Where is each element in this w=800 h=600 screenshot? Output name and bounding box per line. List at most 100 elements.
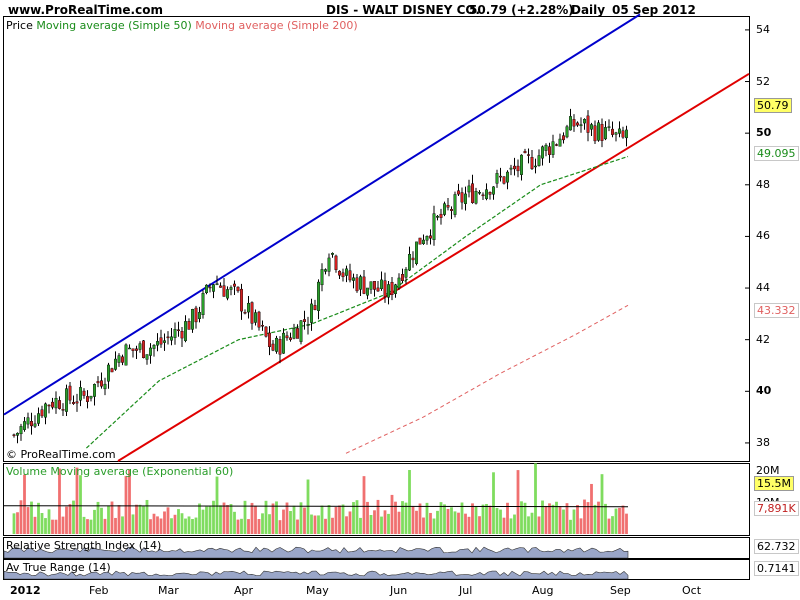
volume-bar: [576, 505, 579, 534]
volume-bar: [33, 516, 37, 534]
volume-bar: [117, 505, 121, 534]
candle-body: [544, 144, 548, 151]
ma200-tag: 43.332: [754, 303, 799, 318]
volume-bar: [40, 513, 44, 534]
volume-bar: [107, 505, 110, 534]
candle-body: [261, 325, 265, 327]
volume-bar: [296, 519, 299, 534]
volume-bar: [156, 516, 159, 534]
volume-bar: [54, 519, 58, 534]
volume-bar: [100, 507, 103, 534]
candle-body: [366, 287, 370, 296]
volume-bar: [275, 501, 278, 534]
candle-body: [334, 255, 338, 270]
volume-bar: [593, 504, 597, 534]
volume-bar: [243, 500, 247, 534]
volume-bar: [506, 502, 509, 534]
volume-bar: [432, 518, 436, 534]
volume-bar: [478, 516, 481, 534]
volume-bar: [471, 503, 474, 534]
candle-body: [520, 154, 524, 175]
candle-body: [481, 194, 485, 197]
period-label: Daily: [571, 3, 606, 17]
candle-body: [23, 421, 27, 430]
volume-tick-20m: 20M: [756, 464, 780, 477]
candle-body: [429, 235, 433, 239]
volume-bar: [527, 516, 530, 534]
volume-bar: [75, 467, 79, 534]
volume-bar: [394, 501, 397, 534]
candle-body: [611, 128, 615, 135]
candle-body: [145, 354, 149, 360]
candle-body: [180, 331, 184, 339]
price-panel[interactable]: [3, 16, 750, 462]
volume-bar: [464, 513, 467, 534]
candle-body: [225, 289, 229, 299]
candle-body: [58, 400, 62, 409]
candle-body: [621, 130, 625, 138]
volume-bar: [44, 518, 47, 534]
price-tick-46: 46: [756, 229, 770, 243]
volume-bar: [327, 505, 331, 534]
candle-body: [197, 312, 201, 319]
chart-title: DIS - WALT DISNEY CO.: [326, 3, 480, 17]
volume-bar: [457, 512, 460, 534]
volume-bar: [380, 516, 383, 534]
candle-body: [453, 194, 457, 215]
atr-tag: 0.7141: [754, 561, 799, 576]
candle-body: [155, 341, 159, 346]
candle-body: [103, 383, 107, 390]
volume-bar: [397, 511, 401, 534]
candle-body: [190, 309, 194, 330]
volume-bar: [247, 519, 250, 534]
volume-bar: [523, 502, 527, 534]
candle-body: [253, 312, 257, 323]
candle-body: [425, 236, 429, 241]
candle-body: [446, 205, 450, 208]
candle-body: [68, 385, 72, 401]
candle-body: [401, 274, 405, 281]
volume-bar: [135, 504, 138, 534]
candle-body: [495, 173, 499, 184]
candle-body: [264, 326, 268, 337]
volume-bar: [548, 503, 551, 534]
volume-bar: [600, 474, 604, 534]
candle-body: [204, 284, 208, 294]
candle-body: [534, 165, 538, 168]
candle-body: [296, 328, 300, 339]
candle-body: [92, 384, 96, 397]
candle-body: [275, 337, 279, 352]
candle-body: [457, 190, 461, 195]
volume-bar: [509, 518, 513, 534]
x-month-jun: Jun: [390, 584, 408, 597]
candle-body: [194, 307, 198, 323]
candle-body: [89, 395, 93, 399]
volume-bar: [128, 469, 131, 534]
volume-bar: [110, 501, 114, 534]
volume-bar: [180, 513, 184, 534]
candle-body: [71, 401, 75, 404]
volume-bar: [376, 499, 380, 534]
candle-body: [120, 356, 124, 363]
candle-body: [579, 124, 583, 127]
candle-body: [387, 284, 391, 298]
candle-body: [348, 270, 352, 281]
candle-body: [282, 332, 286, 354]
candle-body: [383, 280, 387, 297]
candle-body: [373, 281, 377, 290]
price-tick-38: 38: [756, 435, 770, 449]
volume-bar: [184, 518, 187, 534]
x-month-jul: Jul: [459, 584, 473, 597]
candle-body: [292, 328, 296, 339]
candle-body: [176, 329, 180, 331]
x-month-oct: Oct: [682, 584, 702, 597]
volume-bar: [341, 504, 345, 534]
volume-bar: [460, 502, 464, 534]
volume-bar: [212, 500, 215, 534]
volume-bar: [474, 506, 478, 534]
ma50-line: [85, 155, 629, 449]
volume-bar: [58, 468, 61, 534]
x-month-sep: Sep: [610, 584, 631, 597]
volume-bar: [597, 501, 600, 534]
candle-body: [408, 254, 412, 271]
